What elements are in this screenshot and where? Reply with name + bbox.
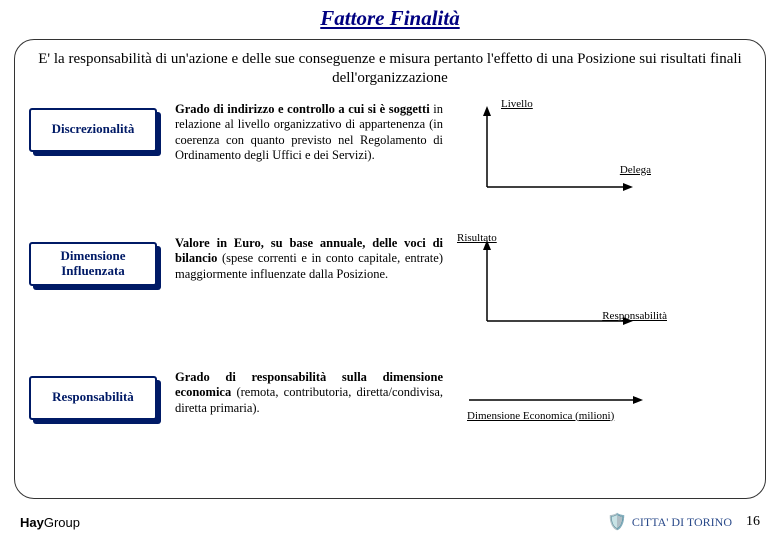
axis-y-label: Livello: [501, 98, 533, 110]
row: Dimensione Influenzata Valore in Euro, s…: [29, 236, 751, 336]
label-text: Responsabilità: [29, 376, 157, 420]
shield-icon: 🛡️: [607, 512, 627, 532]
footer: HayGroup 🛡️ CITTA' DI TORINO 16: [20, 512, 760, 532]
axis-x-label: Delega: [620, 164, 651, 176]
content-frame: E' la responsabilità di un'azione e dell…: [14, 39, 766, 499]
diagram-axes: Livello Delega: [457, 102, 657, 202]
diagram-axes: Risultato Responsabilità: [457, 236, 657, 336]
page-number: 16: [746, 514, 760, 530]
row: Responsabilità Grado di responsabilità s…: [29, 370, 751, 450]
description: Grado di indirizzo e controllo a cui si …: [175, 102, 443, 165]
rows-container: Discrezionalità Grado di indirizzo e con…: [29, 102, 751, 450]
axis-y-label: Risultato: [457, 232, 497, 244]
slide-title: Fattore Finalità: [0, 0, 780, 39]
label-text: Dimensione Influenzata: [29, 242, 157, 286]
axis-x-label: Responsabilità: [602, 310, 667, 322]
row: Discrezionalità Grado di indirizzo e con…: [29, 102, 751, 202]
label-box: Responsabilità: [29, 376, 161, 420]
description: Valore in Euro, su base annuale, delle v…: [175, 236, 443, 283]
label-box: Dimensione Influenzata: [29, 242, 161, 286]
torino-logo: 🛡️ CITTA' DI TORINO: [607, 512, 732, 532]
label-text: Discrezionalità: [29, 108, 157, 152]
label-box: Discrezionalità: [29, 108, 161, 152]
subtitle: E' la responsabilità di un'azione e dell…: [29, 50, 751, 88]
diagram-x-only: Dimensione Economica (milioni): [457, 370, 657, 450]
axis-x-label: Dimensione Economica (milioni): [467, 410, 614, 422]
description: Grado di responsabilità sulla dimensione…: [175, 370, 443, 417]
haygroup-logo: HayGroup: [20, 515, 80, 530]
